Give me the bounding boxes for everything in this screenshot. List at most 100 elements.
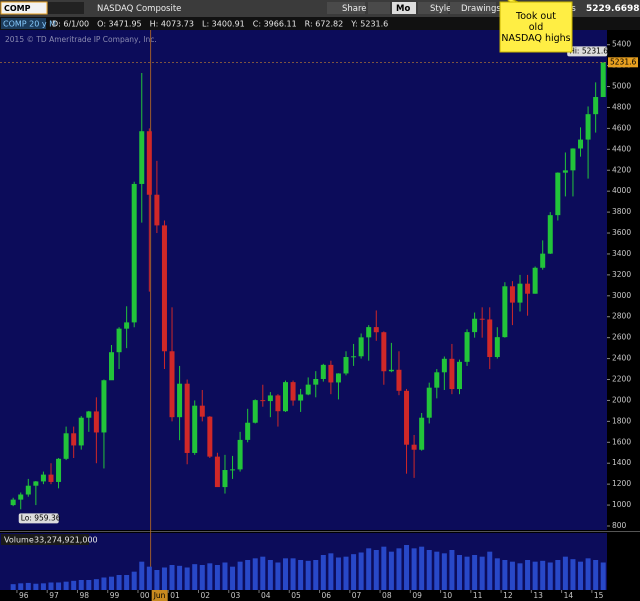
volume-bar [161,567,167,590]
button: Share [342,4,367,14]
volume-title: Volume [4,536,34,545]
volume-bar [63,581,69,590]
y-tick-label: 3200 [612,270,631,279]
candle-body [116,328,122,353]
y-tick-label: 4800 [612,102,631,111]
symbol: COMP [4,4,31,13]
volume-bar [177,565,183,590]
stat: Y: 5231.6 [350,20,388,29]
cursor-bubble [151,590,168,601]
volume-bar [517,563,523,590]
x-tick-label: 15 [594,591,604,600]
price-bubble [608,57,638,68]
candle-body [146,131,152,195]
style-button[interactable] [418,2,448,14]
y-tick-label: 4200 [612,165,631,174]
candle-body [169,351,175,418]
volume-bar [562,556,568,590]
study-box [1,18,46,29]
candle-body [214,456,220,488]
candle-body [494,337,500,358]
symbol-name: NASDAQ Composite [97,4,181,14]
volume-bar [146,566,152,590]
stat: D: 6/1/00 [52,20,89,29]
candle-body [404,390,410,445]
x-tick-label: 04 [261,591,271,600]
candle-body [230,469,236,471]
x-tick-label: 10 [443,591,453,600]
volume-bar [298,560,304,590]
symbol-dropdown[interactable] [48,2,84,14]
button: Drawings [461,4,501,14]
candle-body [298,394,304,401]
candle-body [388,369,394,372]
volume-bar [313,560,319,590]
x-tick-label: 12 [503,591,513,600]
header-bar [0,17,640,30]
mo-button[interactable] [392,2,416,14]
volume-bar [525,560,531,590]
x-tick-label: 96 [19,591,29,600]
volume-bar [509,561,515,590]
volume-bar [139,561,145,590]
candle-body [381,332,387,372]
volume-bar [131,571,137,590]
candle-body [570,148,576,171]
candle-body [275,395,281,412]
x-tick-label: 02 [201,591,211,600]
y-tick-label: 3800 [612,207,631,216]
x-tick-label: 99 [110,591,120,600]
volume-label-box [1,534,89,545]
candle-body [109,352,115,381]
tool-button[interactable] [368,2,390,14]
y-tick-label: 4000 [612,186,631,195]
y-tick-label: 1600 [612,437,631,446]
y-tick-label: 3400 [612,249,631,258]
candle-body [33,481,39,486]
candle-body [540,253,546,268]
candle-body [222,470,228,488]
hi-label: Hi: 5231.6 [569,46,608,55]
lo-label: Lo: 959.36 [21,513,61,522]
candle-body [464,332,470,362]
volume-bar [237,561,243,590]
volume-bar [456,555,462,590]
volume-bar [267,560,273,590]
volume-bar [351,554,357,590]
volume-bar [245,560,251,590]
candle-body [86,411,92,418]
candle-body [305,384,311,395]
x-tick-label: 07 [352,591,362,600]
share-button[interactable] [327,2,365,14]
x-tick-label: 98 [79,591,89,600]
volume-bar [593,560,599,590]
candle-body [593,97,599,115]
hi-label-box [567,46,608,57]
volume-bar [252,558,258,590]
volume-bar [479,556,485,590]
y-tick-label: 5400 [612,40,631,49]
annotation-callout: Took out old NASDAQ highs [499,0,573,53]
volume-bar [154,570,160,590]
candle-body [245,422,251,440]
candle-body [366,327,372,338]
y-tick-label: 1400 [612,458,631,467]
volume-bar [320,555,326,590]
volume-bar [86,580,92,590]
volume-bar [419,546,425,590]
symbol-input[interactable] [0,1,48,15]
candle-body [10,499,16,506]
volume-bar [116,575,122,590]
volume-bar [184,567,190,590]
candle-body [267,395,273,402]
candle-body [479,318,485,320]
x-tick-label: 06 [322,591,332,600]
candle-body [509,286,515,303]
volume-bar [78,580,84,590]
volume-bar [585,558,591,590]
y-tick-label: 4600 [612,123,631,132]
candle-body [313,378,319,385]
drawings-button[interactable] [450,2,496,14]
candle-body [154,194,160,226]
candle-body [101,380,107,433]
